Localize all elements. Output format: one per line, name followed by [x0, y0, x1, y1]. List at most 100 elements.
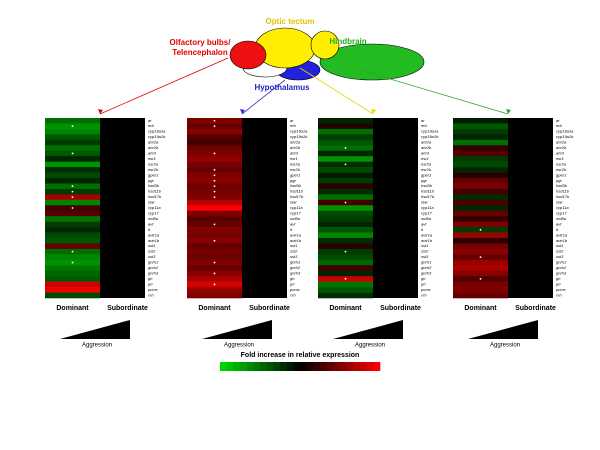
significance-mark [344, 201, 347, 204]
heat-cell [318, 172, 373, 179]
gene-label: sst1 [556, 243, 563, 248]
gene-label: cyp17 [148, 211, 159, 216]
scale-swatch [333, 362, 341, 371]
gene-label: hsd3b [556, 183, 568, 188]
heat-cell [45, 167, 100, 173]
region-label: Hindbrain [329, 37, 366, 46]
gene-label: esr1 [556, 156, 564, 161]
gene-label: gper1 [556, 172, 566, 177]
heat-cell [318, 123, 373, 130]
heat-cell [453, 183, 508, 190]
heat-cell [45, 139, 100, 146]
scale-swatch [273, 362, 281, 371]
heat-cell [453, 216, 508, 222]
gene-label: pomc [289, 287, 300, 292]
gene-label: srd5a [556, 216, 567, 221]
gene-label: hsd17b [148, 194, 162, 199]
significance-mark [213, 174, 216, 177]
heat-cell [318, 287, 373, 293]
gene-label: ahr3 [556, 151, 565, 156]
heat-cell [45, 270, 100, 277]
gene-label: esr1 [421, 156, 429, 161]
gene-label: srd5a [421, 216, 432, 221]
gene-label: sst1 [421, 243, 428, 248]
gene-label: star [290, 200, 297, 205]
significance-mark [344, 278, 347, 280]
heat-cell [318, 167, 373, 173]
heat-cell [318, 128, 373, 135]
region-label: Telencephalon [172, 48, 228, 57]
heat-cell [318, 281, 373, 288]
gene-label: gnrh3 [421, 271, 432, 276]
gene-label: star [556, 200, 563, 205]
heat-cell [318, 194, 373, 201]
heat-cell [187, 292, 242, 299]
gene-label: cyp19a1a [148, 129, 166, 134]
gene-label: cyp17 [556, 211, 567, 216]
heatmaps: arerbcyp19a1acyp19a1bahr2aahr2bahr3esr1e… [45, 57, 574, 349]
heat-cell [453, 199, 508, 206]
gene-label: cyp11a [421, 205, 434, 210]
heat-cell [187, 145, 242, 152]
heat-cell [45, 221, 100, 228]
color-scale [220, 362, 381, 371]
gene-label: gnrh1 [290, 260, 300, 265]
gene-label: pomc [147, 287, 158, 292]
gene-label: prl [420, 281, 426, 286]
gene-label: sst2 [421, 249, 429, 254]
significance-mark [479, 228, 482, 231]
heat-cell [453, 265, 508, 272]
heat-cell [187, 287, 242, 293]
gene-label: esr2b [290, 167, 301, 172]
heat-cell [45, 254, 100, 261]
region-label: Optic tectum [266, 17, 315, 26]
aggression-label: Aggression [82, 343, 112, 349]
gene-label: gper1 [290, 172, 300, 177]
heat-cell [453, 145, 508, 152]
gene-label: gh [290, 276, 295, 281]
heat-cell [45, 210, 100, 217]
brain-diagram: Optic tectum Olfactory bulbs/ Telencepha… [170, 17, 425, 92]
gene-label: hsd17b [290, 194, 304, 199]
heat-cell [318, 156, 373, 162]
gene-label: it [556, 227, 559, 232]
column-label: Subordinate [107, 305, 148, 312]
heat-cell [453, 270, 508, 277]
gene-label: ahr2b [148, 145, 159, 150]
column-label: Dominant [56, 305, 89, 312]
scale-swatch [366, 362, 374, 371]
gene-label: prl [289, 281, 295, 286]
significance-mark [213, 152, 216, 155]
gene-label: pomc [555, 287, 566, 292]
gene-label: cyp17 [290, 211, 301, 216]
significance-mark [344, 163, 347, 166]
significance-mark [213, 239, 216, 242]
heat-cell [318, 134, 373, 141]
significance-mark [344, 147, 347, 149]
heat-cell [187, 248, 242, 255]
heat-cell [187, 243, 242, 250]
gene-label: hsd3b [290, 183, 302, 188]
heat-cell [187, 199, 242, 206]
heat-cell [318, 243, 373, 250]
significance-mark [213, 125, 216, 128]
gene-label: avtr1b [421, 238, 433, 243]
heat-cell [453, 259, 508, 266]
gene-label: esr2b [421, 167, 432, 172]
gene-label: erb [148, 123, 155, 128]
aggression-label: Aggression [355, 343, 385, 349]
gene-label: gh [148, 276, 153, 281]
gene-label: cyp19a1b [556, 134, 574, 139]
scale-swatch [293, 362, 301, 371]
gene-label: sst3 [556, 254, 564, 259]
gene-label: esr1 [290, 156, 298, 161]
significance-mark [71, 207, 74, 209]
gene-label: ahr2b [556, 145, 567, 150]
heat-cell [453, 156, 508, 162]
heat-cell [187, 210, 242, 217]
gene-label: hsd3b [421, 183, 433, 188]
gene-label: esr2b [556, 167, 567, 172]
gene-label: hsd17b [421, 194, 435, 199]
gene-label: erb [290, 123, 297, 128]
gene-label: crh [556, 292, 562, 297]
